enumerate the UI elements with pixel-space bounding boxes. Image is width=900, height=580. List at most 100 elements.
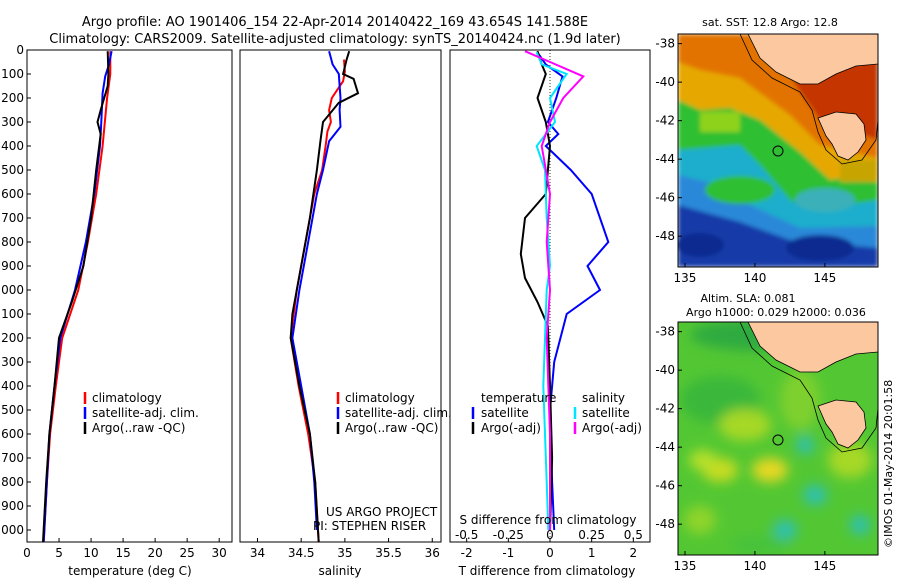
tdiff-tick-labels: -2 -1 0 1 2 xyxy=(461,538,637,560)
sst-field xyxy=(678,34,878,267)
tdiff-xlabel: T difference from climatology xyxy=(458,564,636,578)
legend-title-salinity: salinity xyxy=(582,391,625,405)
series-line-t-argo-adj- xyxy=(519,50,554,531)
y-tick-label: 700 xyxy=(1,211,24,225)
y-tick-label: 500 xyxy=(1,163,24,177)
temperature-tick-labels: 0 5 10 15 20 25 30 xyxy=(23,538,227,560)
s-tick-label: 0.5 xyxy=(624,528,643,542)
x-tick-label: 25 xyxy=(180,546,195,560)
y-tick-label: 1900 xyxy=(0,499,24,513)
legend-label-climatology: climatology xyxy=(345,391,415,405)
tasmania-coast xyxy=(817,399,867,449)
map-x-tick-label: 135 xyxy=(674,559,697,573)
legend-label-argo: Argo(..raw -QC) xyxy=(345,421,438,435)
argo-position-marker xyxy=(772,434,784,446)
map-y-tick-label: -48 xyxy=(655,229,675,243)
series-line-t-satellite xyxy=(536,51,610,531)
y-tick-label: 300 xyxy=(1,115,24,129)
sla-map-panel: Altim. SLA: 0.081 Argo h1000: 0.029 h200… xyxy=(655,292,879,573)
y-tick-label: 1200 xyxy=(0,331,24,345)
x-tick-label: 35 xyxy=(337,546,352,560)
difference-panel: -2 -1 0 1 2 -0.5 -0.25 0 0.25 0.5 T difference f… xyxy=(449,49,651,578)
y-tick-label: 600 xyxy=(1,187,24,201)
y-tick-label: 1300 xyxy=(0,355,24,369)
salinity-legend: climatology satellite-adj. clim. Argo(..… xyxy=(336,391,452,435)
map-y-tick-label: -40 xyxy=(655,363,675,377)
salinity-series xyxy=(289,50,360,542)
x-tick-label: -1 xyxy=(502,546,514,560)
x-tick-label: 36 xyxy=(425,546,440,560)
shelf-contour xyxy=(739,322,878,453)
y-tick-label: 1800 xyxy=(0,475,24,489)
map-x-tick-label: 135 xyxy=(674,271,697,285)
temperature-xlabel: temperature (deg C) xyxy=(68,564,191,578)
series-line-argo-raw-qc- xyxy=(42,51,110,542)
x-tick-label: -2 xyxy=(461,546,473,560)
temperature-series xyxy=(42,51,113,542)
map-y-tick-label: -40 xyxy=(655,75,675,89)
y-tick-label: 1500 xyxy=(0,403,24,417)
sdiff-tick-labels: -0.5 -0.25 0 0.25 0.5 xyxy=(455,528,643,542)
salinity-axes-frame xyxy=(239,49,442,543)
imos-stamp: ©IMOS 01-May-2014 20:01:58 xyxy=(882,380,895,548)
temperature-panel: 0100200300400500600700800900100011001200… xyxy=(0,43,233,578)
argo-position-marker xyxy=(772,145,784,157)
salinity-xlabel: salinity xyxy=(318,564,361,578)
map-y-tick-label: -46 xyxy=(655,191,675,205)
x-tick-label: 5 xyxy=(55,546,63,560)
sla-map-title2: Argo h1000: 0.029 h2000: 0.036 xyxy=(686,306,866,319)
map-x-tick-label: 140 xyxy=(743,559,766,573)
legend-label-s-argo: Argo(-adj) xyxy=(582,421,642,435)
sdiff-xlabel: S difference from climatology xyxy=(460,513,637,527)
x-tick-label: 20 xyxy=(147,546,162,560)
temperature-legend: climatology satellite-adj. clim. Argo(..… xyxy=(83,391,199,435)
x-tick-label: 10 xyxy=(83,546,98,560)
map-x-tick-label: 145 xyxy=(813,271,836,285)
salinity-tick-labels: 34 34.5 35 35.5 36 xyxy=(250,538,440,560)
x-tick-label: 0 xyxy=(23,546,31,560)
x-tick-label: 35.5 xyxy=(375,546,402,560)
x-tick-label: 30 xyxy=(212,546,227,560)
legend-label-satellite: satellite-adj. clim. xyxy=(92,406,199,420)
legend-label-t-argo: Argo(-adj) xyxy=(481,421,541,435)
s-tick-label: 0.25 xyxy=(578,528,605,542)
map-y-tick-label: -44 xyxy=(655,440,675,454)
y-tick-label: 2000 xyxy=(0,523,24,537)
depth-tick-labels: 0 100 200 300 400 500 600 700 800 900 1000 1100 1200… xyxy=(0,43,31,537)
mainland-coast xyxy=(747,34,878,85)
sst-map-frame xyxy=(677,33,879,268)
project-annotation: US ARGO PROJECT xyxy=(326,505,438,519)
map-y-tick-label: -46 xyxy=(655,479,675,493)
map-y-tick-label: -44 xyxy=(655,152,675,166)
x-tick-label: 2 xyxy=(630,546,638,560)
y-tick-label: 800 xyxy=(1,235,24,249)
x-tick-label: 15 xyxy=(115,546,130,560)
y-tick-label: 1100 xyxy=(0,307,24,321)
sla-map-frame xyxy=(677,321,879,556)
sst-map-title: sat. SST: 12.8 Argo: 12.8 xyxy=(702,16,838,29)
x-tick-label: 34 xyxy=(250,546,265,560)
y-tick-label: 1400 xyxy=(0,379,24,393)
x-tick-label: 34.5 xyxy=(288,546,315,560)
map-y-tick-label: -38 xyxy=(655,325,675,339)
difference-legend: temperature satellite Argo(-adj) salinit… xyxy=(471,391,642,435)
sla-map-title1: Altim. SLA: 0.081 xyxy=(700,292,795,305)
y-tick-label: 200 xyxy=(1,91,24,105)
tasmania-coast xyxy=(817,111,867,161)
y-tick-label: 400 xyxy=(1,139,24,153)
difference-series xyxy=(519,50,610,531)
series-line-s-satellite xyxy=(535,52,569,531)
x-tick-label: 0 xyxy=(546,546,554,560)
sla-field xyxy=(678,322,878,555)
series-line-argo-raw-qc- xyxy=(289,50,360,542)
y-tick-label: 0 xyxy=(16,43,24,57)
salinity-panel: 34 34.5 35 35.5 36 salinity climatology sate… xyxy=(239,49,452,578)
map-x-tick-label: 145 xyxy=(813,559,836,573)
title-line2: Climatology: CARS2009. Satellite-adjuste… xyxy=(49,32,621,47)
legend-label-argo: Argo(..raw -QC) xyxy=(92,421,185,435)
y-tick-label: 100 xyxy=(1,67,24,81)
y-tick-label: 900 xyxy=(1,259,24,273)
y-tick-label: 1000 xyxy=(0,283,24,297)
series-line-s-argo-adj- xyxy=(524,50,585,530)
